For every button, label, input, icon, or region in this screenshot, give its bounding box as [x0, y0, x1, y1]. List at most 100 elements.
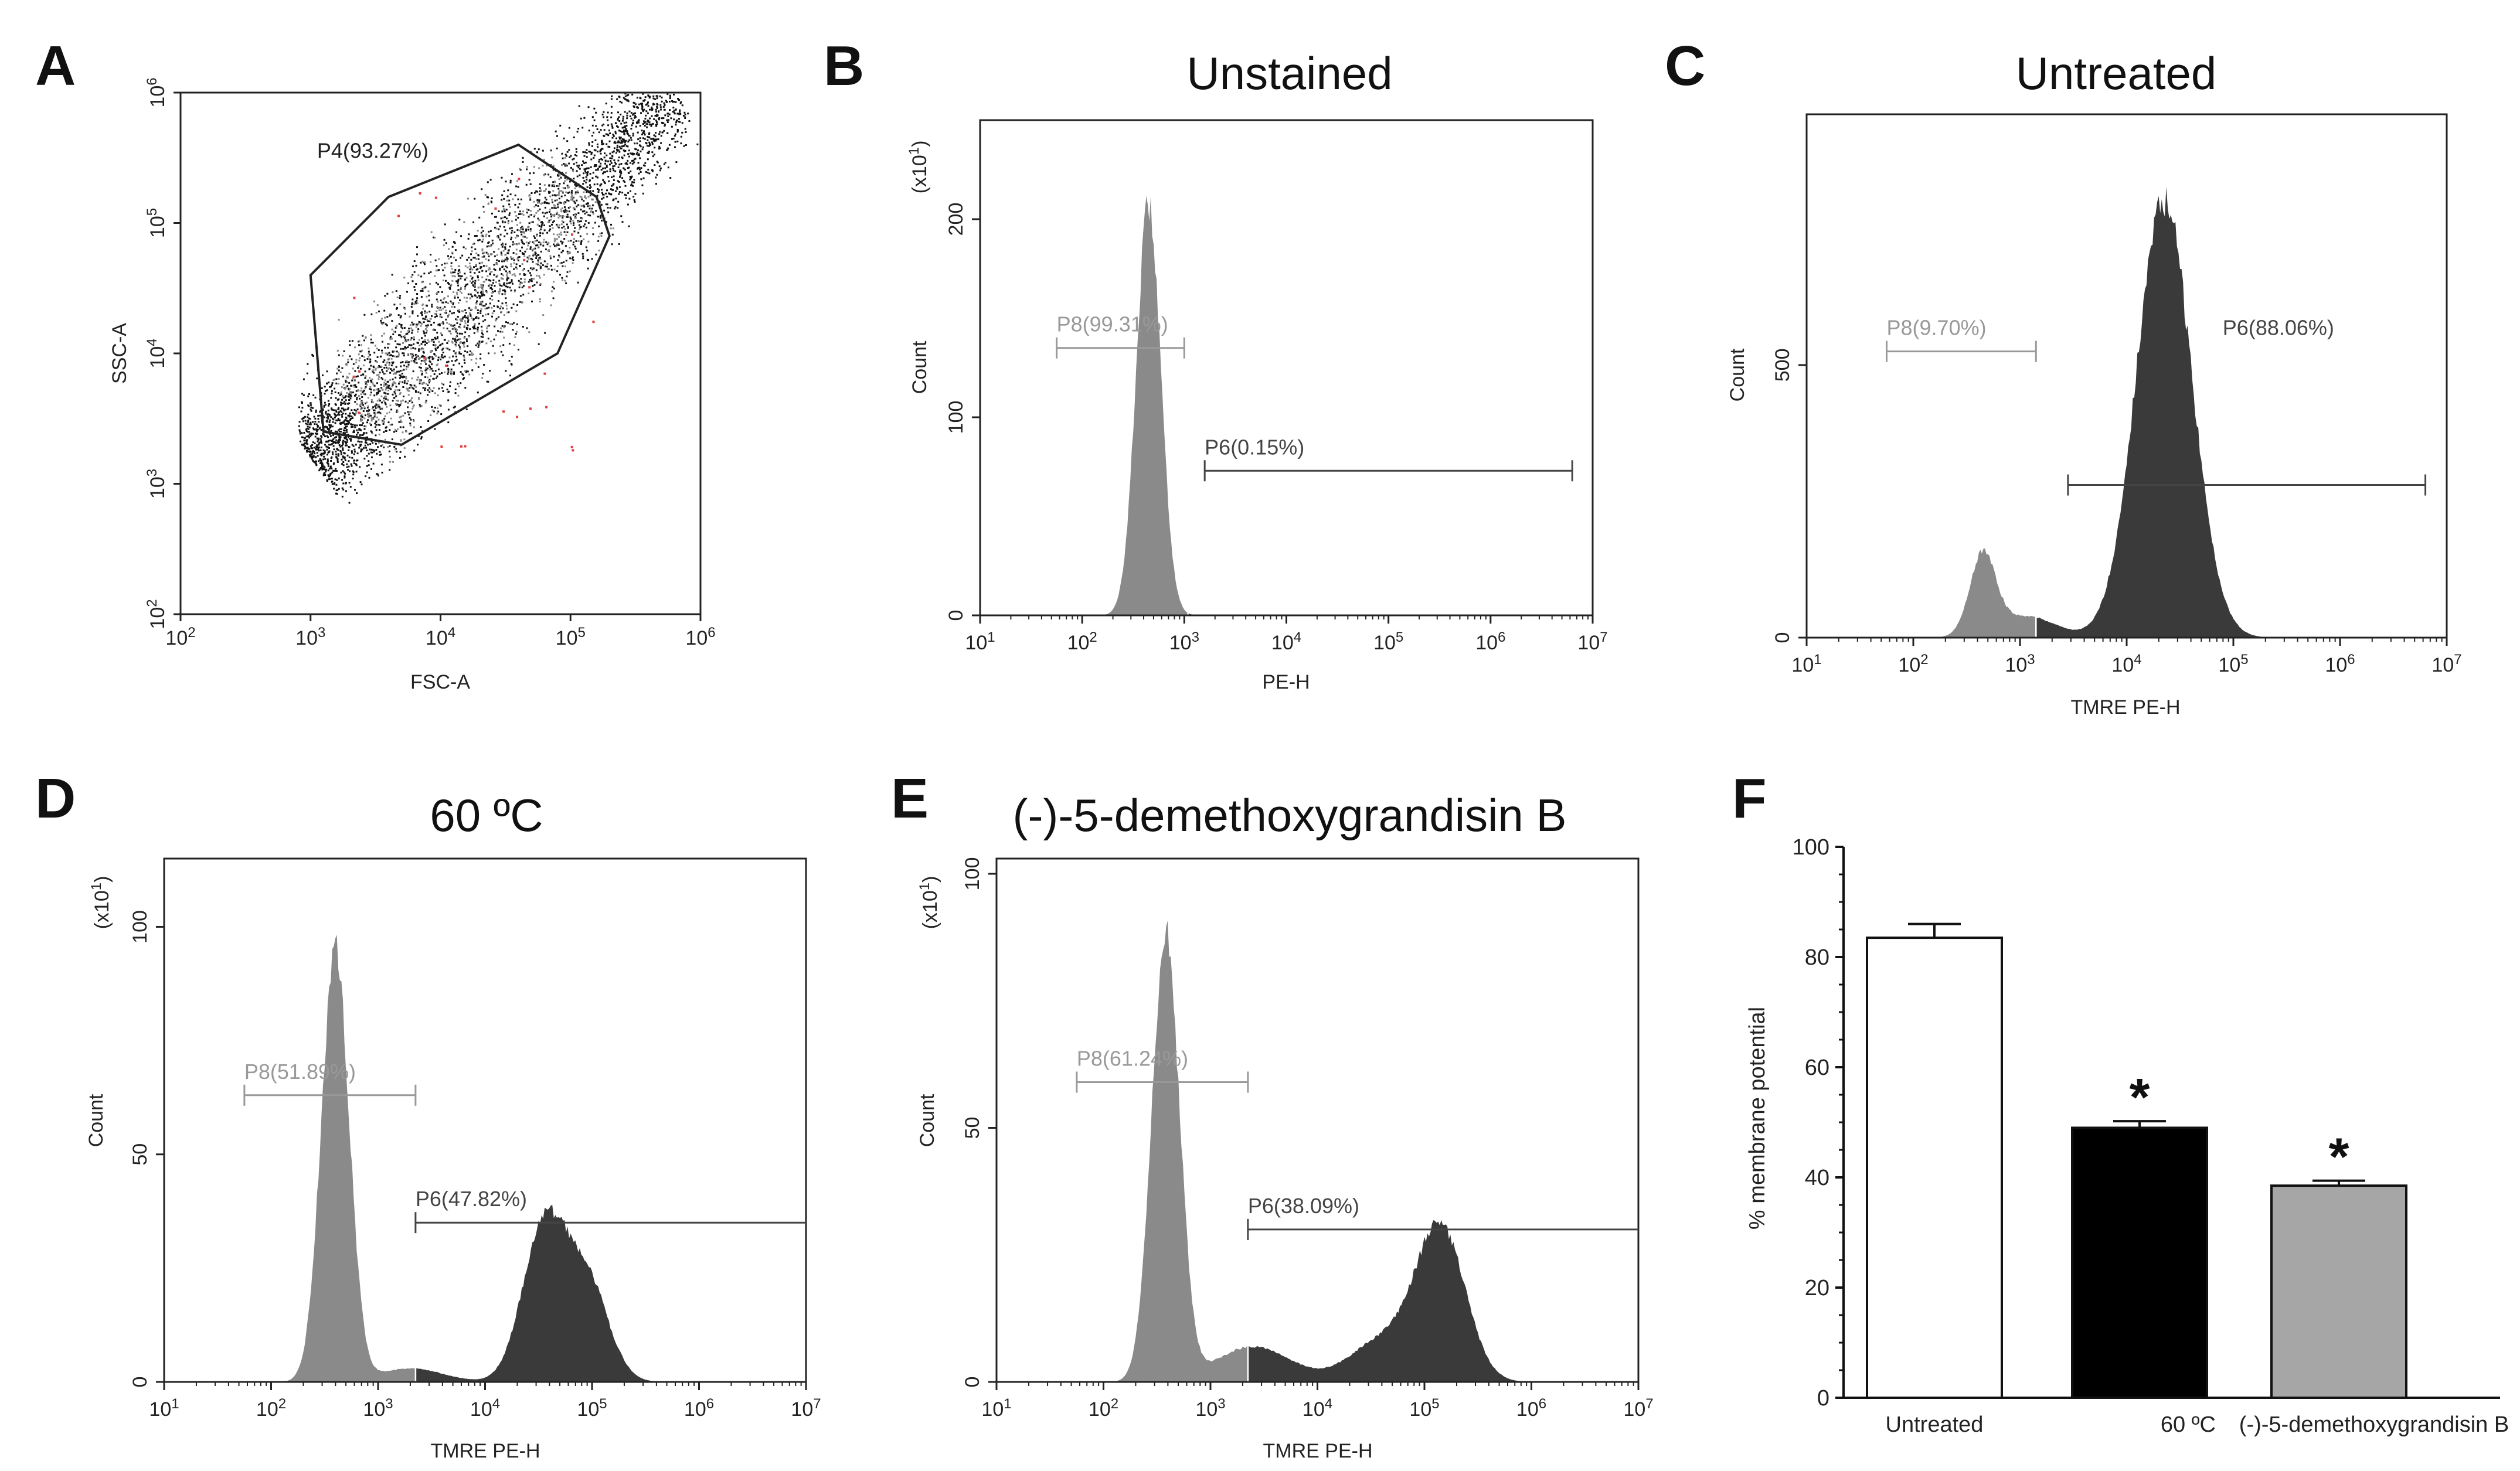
y-tick-label: 100: [945, 401, 967, 434]
panel-title: 60 ºC: [430, 789, 543, 841]
gate-label: P4(93.27%): [317, 138, 428, 162]
x-tick-label: 106: [1516, 1396, 1546, 1421]
panel-e-histogram: E (-)-5-demethoxygrandisin B P8(61.24%) P…: [891, 767, 1654, 1462]
x-tick-label: 104: [2111, 652, 2141, 677]
x-tick-label: 102: [1898, 652, 1928, 677]
x-tick-label: 107: [1577, 629, 1607, 655]
y-tick-label: 200: [945, 203, 967, 236]
gate-label: P6(0.15%): [1205, 435, 1304, 459]
panel-c-letter: C: [1665, 35, 1705, 97]
x-tick-label: 106: [1475, 629, 1505, 655]
x-tick-label: 102: [1067, 629, 1097, 655]
x-tick-label: 105: [556, 625, 586, 650]
y-tick-label: 103: [144, 469, 169, 499]
y-tick-label: 0: [945, 610, 967, 621]
y-tick-label: 100: [129, 910, 151, 944]
y-multiplier: (x101): [89, 876, 114, 929]
gate-label: P8(61.24%): [1077, 1046, 1188, 1070]
x-tick-label: 107: [1623, 1396, 1653, 1421]
x-tick-label: 105: [1409, 1396, 1439, 1421]
y-axis-label: Count: [1726, 348, 1749, 401]
panel-c-histogram: C Untreated P8(9.70%) P6(88.06%) 101 102 10…: [1665, 35, 2462, 719]
x-tick-label: 103: [1169, 629, 1199, 655]
y-multiplier: (x101): [906, 141, 931, 194]
y-tick-label: 80: [1805, 945, 1829, 970]
x-category-label: 60 ºC: [2161, 1412, 2216, 1437]
panel-d-letter: D: [35, 767, 76, 830]
panel-b-histogram: B Unstained P8(99.31%) P6(0.15%) 101 102 10…: [824, 35, 1608, 693]
panel-a-letter: A: [35, 35, 76, 97]
y-tick-label: 20: [1805, 1276, 1829, 1300]
y-tick-label: 50: [129, 1143, 151, 1166]
gate-label: P6(47.82%): [416, 1187, 527, 1211]
bar: [1866, 937, 2003, 1399]
gate-label: P8(51.89%): [244, 1060, 356, 1084]
gate-label: P6(38.09%): [1248, 1194, 1359, 1218]
x-tick-label: 103: [295, 625, 325, 650]
x-category-label: (-)-5-demethoxygrandisin B: [2239, 1412, 2509, 1437]
x-axis-label: TMRE PE-H: [1263, 1440, 1373, 1462]
gate-label: P8(9.70%): [1887, 316, 1987, 340]
histogram-light-area: [1807, 548, 2035, 638]
y-tick-label: 0: [129, 1377, 151, 1388]
x-tick-label: 107: [791, 1396, 821, 1421]
x-axis-label: TMRE PE-H: [2071, 696, 2181, 719]
x-axis-label: FSC-A: [410, 671, 470, 693]
histogram-dark-area: [1249, 1220, 1638, 1382]
bar: [2270, 1184, 2407, 1399]
histogram-dark-area: [416, 1205, 806, 1382]
panel-e-letter: E: [891, 767, 929, 830]
panel-a-scatter: A P4(93.27%) 102 103 104 105 106 102 103 104 10…: [35, 35, 716, 693]
significance-marker: *: [2328, 1128, 2349, 1187]
y-axis-label: SSC-A: [108, 323, 131, 384]
histogram-dark-area: [2036, 186, 2447, 638]
significance-marker: *: [2129, 1068, 2150, 1127]
x-tick-label: 104: [426, 625, 455, 650]
y-tick-label: 50: [961, 1117, 984, 1139]
gate-p4-polygon: [309, 143, 611, 446]
y-tick-label: 100: [1793, 835, 1829, 860]
x-tick-label: 101: [965, 629, 995, 655]
x-tick-label: 104: [1302, 1396, 1332, 1421]
x-tick-label: 107: [2431, 652, 2461, 677]
x-tick-label: 105: [577, 1396, 607, 1421]
x-tick-label: 103: [2005, 652, 2035, 677]
panel-f-bar-chart: F * * 0 20 40 60 80 100 Untreated 60 ºC (-)-5-dem…: [1732, 767, 2509, 1437]
x-category-label: Untreated: [1886, 1412, 1984, 1437]
y-axis-label: Count: [85, 1094, 107, 1147]
x-tick-label: 101: [149, 1396, 179, 1421]
y-tick-label: 500: [1771, 349, 1794, 382]
y-tick-label: 100: [961, 857, 984, 891]
x-tick-label: 105: [1373, 629, 1403, 655]
panel-title: (-)-5-demethoxygrandisin B: [1012, 789, 1566, 841]
gate-label: P8(99.31%): [1057, 312, 1168, 336]
x-tick-label: 101: [1791, 652, 1821, 677]
y-tick-label: 102: [144, 599, 169, 629]
y-tick-label: 40: [1805, 1166, 1829, 1190]
histogram-light-area: [997, 920, 1247, 1382]
y-axis-label: Count: [909, 340, 931, 394]
x-tick-label: 102: [256, 1396, 286, 1421]
histogram-light-area: [980, 196, 1188, 615]
x-tick-label: 102: [165, 625, 195, 650]
y-multiplier: (x101): [917, 876, 942, 929]
gate-label: P6(88.06%): [2223, 316, 2334, 340]
x-tick-label: 103: [363, 1396, 393, 1421]
y-tick-label: 0: [961, 1377, 984, 1388]
x-tick-label: 102: [1089, 1396, 1118, 1421]
bar: [2071, 1126, 2208, 1400]
y-tick-label: 0: [1817, 1386, 1829, 1411]
y-tick-label: 106: [144, 77, 169, 107]
panel-title: Untreated: [2016, 47, 2217, 99]
y-tick-label: 105: [144, 208, 169, 238]
x-tick-label: 101: [981, 1396, 1011, 1421]
y-axis-label: % membrane potential: [1745, 1007, 1770, 1230]
scatter-points: [298, 93, 699, 504]
x-tick-label: 106: [685, 625, 715, 650]
x-axis-label: TMRE PE-H: [431, 1440, 540, 1462]
x-tick-label: 106: [684, 1396, 714, 1421]
y-tick-label: 0: [1771, 632, 1794, 643]
panel-b-letter: B: [824, 35, 864, 97]
x-axis-label: PE-H: [1262, 671, 1310, 693]
